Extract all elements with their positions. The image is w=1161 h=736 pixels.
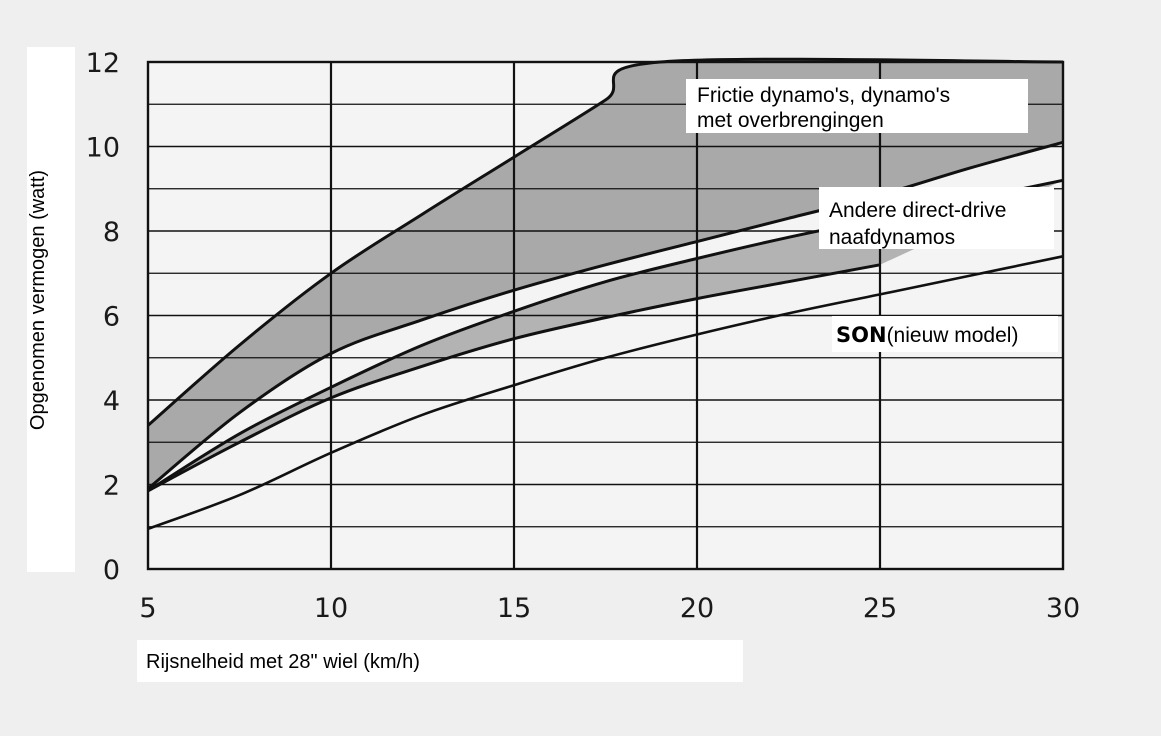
x-axis-label-box xyxy=(137,640,743,682)
x-tick-label-25: 25 xyxy=(863,593,897,624)
band-upper-edge-0 xyxy=(147,57,1064,427)
band-fill-0 xyxy=(148,59,1063,489)
son-label-bold: SON xyxy=(836,323,887,347)
friction-label-line1: Frictie dynamo's, dynamo's xyxy=(697,84,950,107)
x-tick-label-15: 15 xyxy=(497,593,531,624)
band-fill-1 xyxy=(148,180,1063,491)
plot-frame xyxy=(146,60,1065,571)
y-tick-labels: 0 2 4 6 8 10 12 xyxy=(86,48,120,586)
son-label: SON(nieuw model) xyxy=(836,323,1018,347)
y-tick-label-0: 0 xyxy=(103,555,120,586)
direct-drive-label-box xyxy=(819,187,1054,249)
direct-drive-label-line1: Andere direct-drive xyxy=(829,199,1006,222)
y-axis-label: Opgenomen vermogen (watt) xyxy=(27,170,49,430)
x-axis-label: Rijsnelheid met 28" wiel (km/h) xyxy=(146,651,420,673)
x-tick-label-5: 5 xyxy=(139,593,156,624)
x-tick-label-20: 20 xyxy=(680,593,714,624)
y-tick-label-12: 12 xyxy=(86,48,120,79)
x-tick-label-10: 10 xyxy=(314,593,348,624)
friction-label-line2: met overbrengingen xyxy=(697,109,884,132)
son-label-box xyxy=(832,316,1058,352)
x-tick-labels: 5 10 15 20 25 30 xyxy=(139,593,1080,624)
x-tick-label-30: 30 xyxy=(1046,593,1080,624)
y-tick-label-2: 2 xyxy=(103,471,120,502)
direct-drive-label-line2: naafdynamos xyxy=(829,226,955,249)
plot-border xyxy=(146,60,1065,571)
y-axis-label-box xyxy=(27,47,75,572)
bands-layer xyxy=(148,59,1063,491)
band-lower-edge-1 xyxy=(147,263,881,493)
series-line-son xyxy=(147,255,1064,531)
y-tick-label-6: 6 xyxy=(103,302,120,333)
son-label-rest: (nieuw model) xyxy=(887,324,1019,347)
friction-label-box xyxy=(686,79,1028,133)
y-tick-label-8: 8 xyxy=(103,217,120,248)
y-tick-label-4: 4 xyxy=(103,386,120,417)
y-tick-label-10: 10 xyxy=(86,133,120,164)
